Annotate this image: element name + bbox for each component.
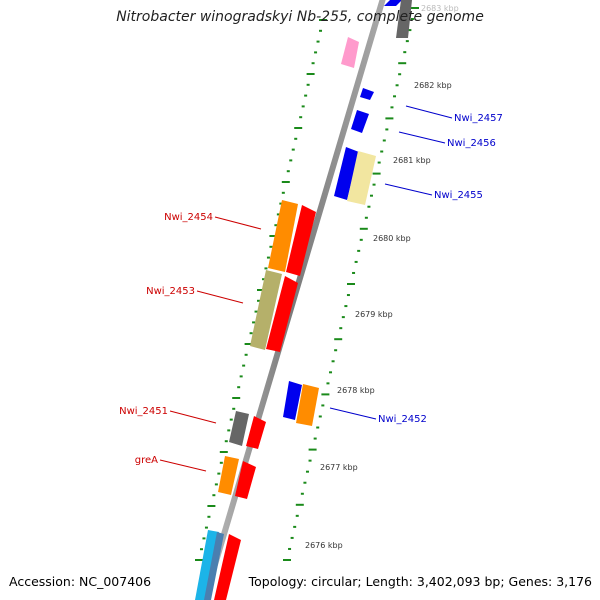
gene-block-cyan[interactable] [195,530,219,600]
kbp-label: 2679 kbp [355,310,393,319]
leader-nwi2452 [329,407,377,420]
gene-block-blue-nwi2457[interactable] [351,110,369,133]
gene-block-blue-nwi2452[interactable] [283,381,302,420]
gene-block-orange-nwi2454[interactable] [268,200,298,272]
leader-nwi2456 [398,131,446,144]
gene-block-pink[interactable] [341,37,359,68]
leader-grea [159,459,207,472]
gene-block-olive-nwi2453[interactable] [250,270,282,350]
leader-nwi2453 [196,290,244,304]
reverse-strand-genes [195,37,359,600]
gene-block-blue-top[interactable] [384,0,402,6]
gene-label-nwi2457[interactable]: Nwi_2457 [454,113,503,124]
forward-strand-genes [283,0,412,426]
kbp-label: 2676 kbp [305,541,343,550]
gene-block-red-bottom[interactable] [214,534,241,600]
gene-label-nwi2454[interactable]: Nwi_2454 [164,212,213,223]
left-tick-ruler [195,19,327,561]
gene-label-grea[interactable]: greA [135,455,158,466]
gene-label-nwi2453[interactable]: Nwi_2453 [146,286,195,297]
leader-nwi2454 [214,216,262,230]
gene-label-nwi2451[interactable]: Nwi_2451 [119,406,168,417]
leader-nwi2451 [169,410,217,424]
gene-block-red-grea[interactable] [235,461,256,499]
gene-label-nwi2455[interactable]: Nwi_2455 [434,190,483,201]
gene-block-steelblue[interactable] [204,532,224,600]
topology-text: Topology: circular; Length: 3,402,093 bp… [248,574,592,589]
gene-label-nwi2452[interactable]: Nwi_2452 [378,414,427,425]
gene-block-red-nwi2451[interactable] [246,416,266,449]
gene-block-orange-grea[interactable] [218,456,239,495]
label-leader-lines [159,105,453,472]
gene-labels: Nwi_2457 Nwi_2456 Nwi_2455 Nwi_2454 Nwi_… [119,113,503,466]
leader-nwi2455 [384,183,433,196]
gene-block-yellow-nwi2455[interactable] [347,151,376,205]
kbp-label: 2678 kbp [337,386,375,395]
kbp-label: 2681 kbp [393,156,431,165]
gene-block-red-nwi2453[interactable] [266,276,298,352]
right-tick-ruler [283,7,419,561]
map-title: Nitrobacter winogradskyi Nb-255, complet… [116,9,484,25]
gene-block-grey-top[interactable] [396,0,412,38]
leader-nwi2457 [405,105,453,119]
accession-text: Accession: NC_007406 [9,574,152,589]
kbp-labels: 2683 kbp 2682 kbp 2681 kbp 2680 kbp 2679… [305,4,459,550]
gene-block-red-nwi2454[interactable] [286,205,316,276]
kbp-label: 2677 kbp [320,463,358,472]
kbp-label: 2682 kbp [414,81,452,90]
gene-block-blue-nwi2456[interactable] [334,147,359,200]
gene-block-orange-nwi2452[interactable] [296,384,319,426]
kbp-label: 2680 kbp [373,234,411,243]
gene-label-nwi2456[interactable]: Nwi_2456 [447,138,496,149]
gene-block-blue-small[interactable] [360,88,374,100]
gene-block-grey-nwi2451[interactable] [229,411,249,446]
kbp-label: 2683 kbp [421,4,459,13]
